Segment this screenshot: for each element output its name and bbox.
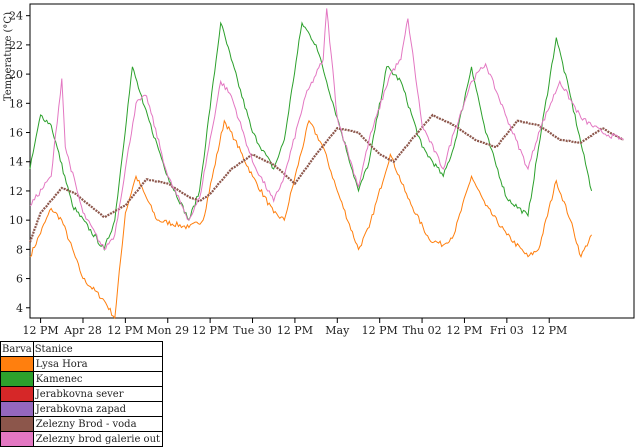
- series-line: [28, 113, 624, 243]
- y-axis-title: Temperature (°C): [3, 12, 14, 101]
- y-tick-label: 4: [16, 302, 23, 315]
- legend-label: Lysa Hora: [32, 356, 164, 372]
- legend-label: Jerabkovna zapad: [32, 401, 164, 417]
- legend-label: Jerabkovna sever: [32, 386, 164, 402]
- series-layer: [28, 8, 624, 320]
- legend-row: Lysa Hora: [0, 356, 164, 372]
- y-tick-label: 10: [9, 214, 23, 227]
- series-line: [29, 21, 593, 252]
- legend-header-color: Barva: [0, 341, 34, 357]
- legend-swatch: [0, 431, 34, 447]
- plot-frame: [29, 3, 635, 319]
- legend-swatch: [0, 386, 34, 402]
- y-tick-label: 6: [16, 273, 23, 286]
- x-tick-label: May: [325, 324, 350, 337]
- x-tick-label: 12 PM: [23, 324, 59, 337]
- legend-row: Jerabkovna sever: [0, 386, 164, 402]
- y-tick-label: 24: [9, 10, 23, 23]
- y-tick-label: 18: [9, 97, 23, 110]
- legend-row: Jerabkovna zapad: [0, 401, 164, 417]
- legend-table: Barva Stanice Lysa Hora Kamenec Jerabkovna…: [0, 341, 164, 447]
- legend-row: Zelezny brod galerie out: [0, 431, 164, 447]
- x-tick-label: Tue 30: [233, 324, 271, 337]
- plot-area: [29, 3, 635, 319]
- legend-swatch: [0, 371, 34, 387]
- x-axis: 12 PM Apr 28 12 PM Mon 29 12 PM Tue 30 12 PM Ma…: [23, 318, 567, 337]
- y-tick-label: 14: [9, 156, 23, 169]
- x-tick-label: Thu 02: [403, 324, 442, 337]
- y-axis: 4 6 8 10 12 14 16 18 20 22 24: [9, 10, 30, 315]
- series-line: [29, 119, 592, 320]
- legend-swatch: [0, 356, 34, 372]
- x-tick-label: 12 PM: [362, 324, 398, 337]
- x-tick-label: 12 PM: [107, 324, 143, 337]
- y-tick-label: 22: [9, 39, 23, 52]
- y-tick-label: 8: [16, 243, 23, 256]
- y-tick-label: 12: [9, 185, 23, 198]
- x-tick-label: 12 PM: [277, 324, 313, 337]
- x-tick-label: 12 PM: [531, 324, 567, 337]
- x-tick-label: Apr 28: [63, 324, 102, 337]
- series-line: [29, 8, 624, 251]
- legend-row: Kamenec: [0, 371, 164, 387]
- legend-label: Kamenec: [32, 371, 164, 387]
- legend-swatch: [0, 401, 34, 417]
- legend-label: Zelezny Brod - voda: [32, 416, 164, 432]
- legend-swatch: [0, 416, 34, 432]
- x-tick-label: Fri 03: [490, 324, 524, 337]
- y-tick-label: 16: [9, 127, 23, 140]
- y-tick-label: 20: [9, 68, 23, 81]
- legend-header-station: Stanice: [32, 341, 164, 357]
- legend-row: Zelezny Brod - voda: [0, 416, 164, 432]
- x-tick-label: 12 PM: [192, 324, 228, 337]
- x-tick-label: Mon 29: [147, 324, 189, 337]
- x-tick-label: 12 PM: [446, 324, 482, 337]
- legend-label: Zelezny brod galerie out: [32, 431, 164, 447]
